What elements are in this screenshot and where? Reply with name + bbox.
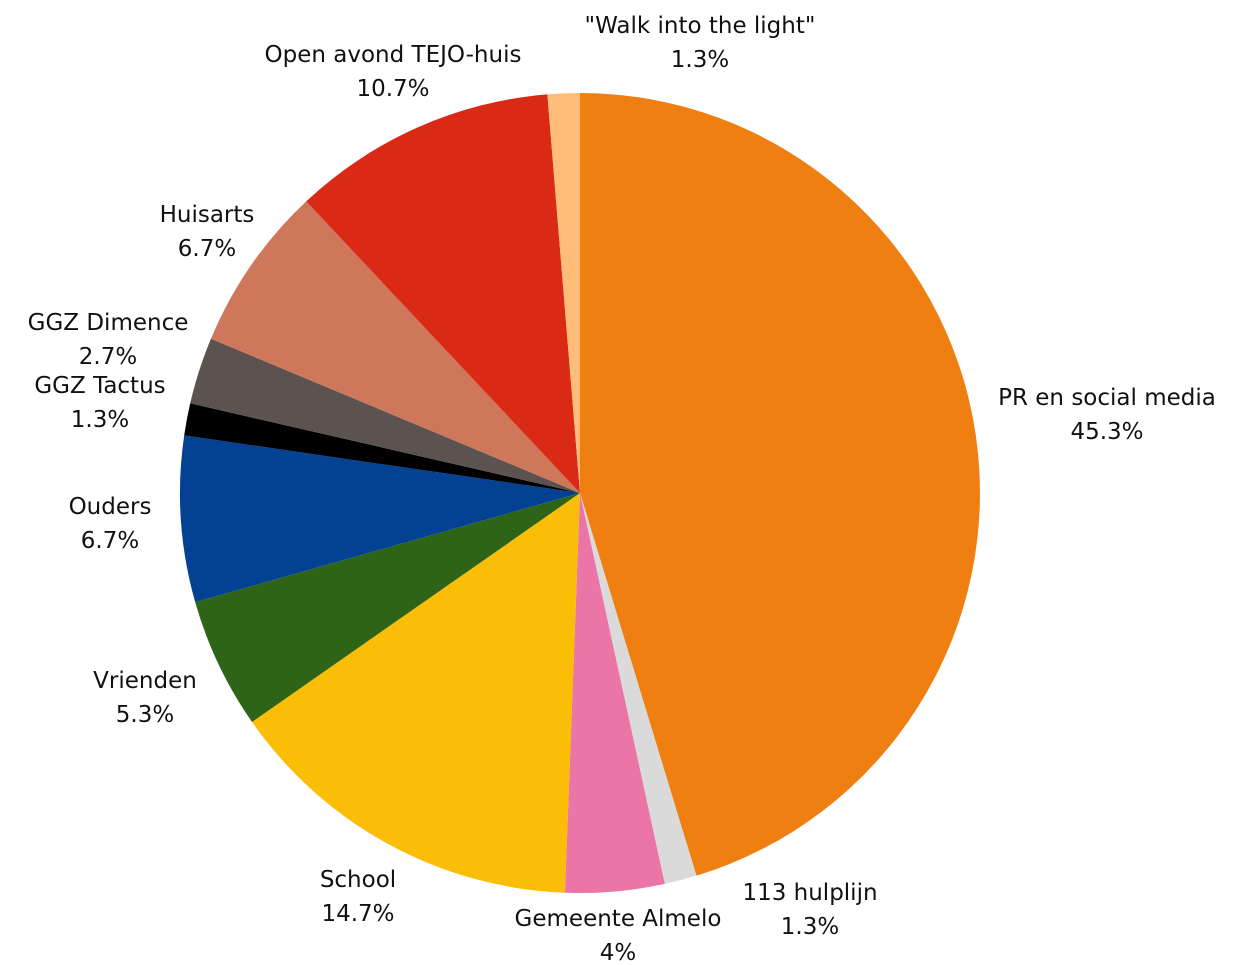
pie-slice bbox=[252, 493, 580, 893]
pie-slice bbox=[580, 493, 697, 884]
pie-slice bbox=[190, 338, 580, 493]
slice-label: Vrienden bbox=[93, 668, 197, 694]
pie-slice bbox=[564, 493, 665, 894]
slice-label: Huisarts bbox=[160, 202, 255, 228]
slice-label: School bbox=[320, 867, 396, 893]
slice-label: GGZ Tactus bbox=[34, 373, 165, 399]
pie-slice bbox=[210, 201, 580, 493]
pie-slices bbox=[180, 92, 980, 894]
slice-percentage-label: 1.3% bbox=[71, 407, 129, 433]
pie-slice bbox=[547, 92, 580, 493]
pie-slice bbox=[580, 93, 980, 876]
pie-slice bbox=[195, 493, 580, 722]
slice-label: PR en social media bbox=[998, 385, 1216, 411]
slice-label: GGZ Dimence bbox=[28, 310, 189, 336]
slice-percentage-label: 5.3% bbox=[116, 702, 174, 728]
slice-percentage-label: 6.7% bbox=[178, 236, 236, 262]
slice-percentage-label: 14.7% bbox=[321, 901, 394, 927]
pie-labels: PR en social media 45.3% 113 hulplijn 1.3% G… bbox=[28, 13, 1216, 965]
slice-percentage-label: 4% bbox=[600, 940, 637, 965]
slice-label: Open avond TEJO-huis bbox=[265, 42, 522, 68]
slice-percentage-label: 10.7% bbox=[356, 76, 429, 102]
slice-percentage-label: 6.7% bbox=[81, 528, 139, 554]
pie-slice bbox=[184, 403, 581, 493]
slice-percentage-label: 2.7% bbox=[79, 344, 137, 370]
slice-label: "Walk into the light" bbox=[585, 13, 816, 39]
slice-label: 113 hulplijn bbox=[742, 880, 877, 906]
slice-percentage-label: 1.3% bbox=[781, 914, 839, 940]
slice-label: Ouders bbox=[69, 494, 152, 520]
slice-percentage-label: 1.3% bbox=[671, 47, 729, 73]
pie-slice bbox=[306, 94, 580, 493]
slice-percentage-label: 45.3% bbox=[1070, 419, 1143, 445]
slice-label: Gemeente Almelo bbox=[515, 906, 722, 932]
pie-slice bbox=[180, 435, 580, 603]
